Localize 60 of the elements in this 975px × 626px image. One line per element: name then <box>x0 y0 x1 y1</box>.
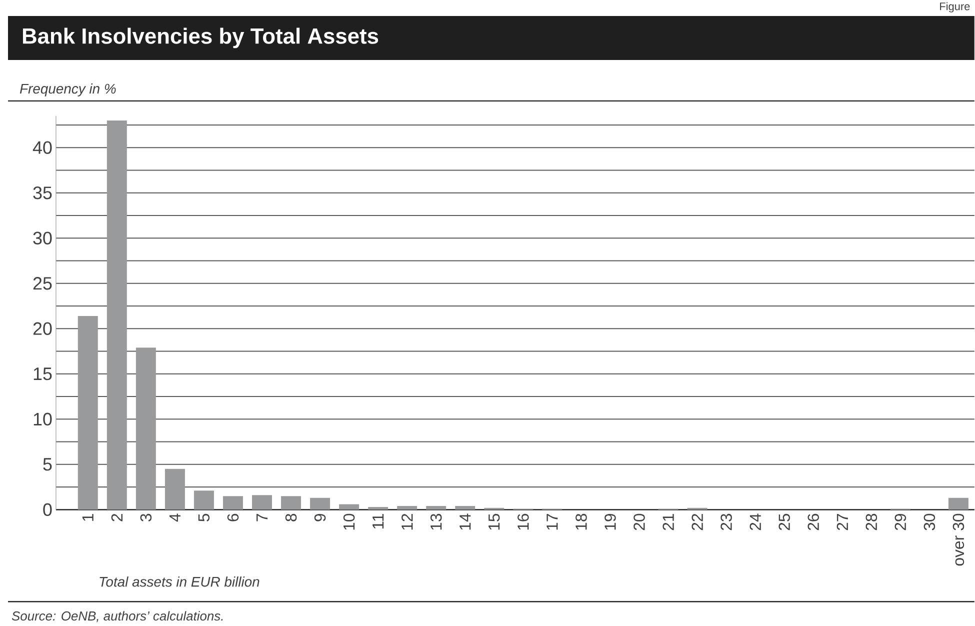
x-tick-label: over 30 <box>952 514 964 566</box>
x-tick-label: 17 <box>546 514 558 530</box>
x-tick-label: 4 <box>169 514 180 522</box>
x-tick-label: 23 <box>720 514 732 530</box>
bar <box>397 506 418 510</box>
x-axis-title: Total assets in EUR billion <box>100 576 260 587</box>
x-tick-label: 30 <box>924 514 936 530</box>
text: Figure <box>940 2 970 13</box>
x-tick-label: 27 <box>836 514 848 530</box>
x-tick-label: 14 <box>460 514 471 530</box>
x-tick-label: 10 <box>343 514 355 530</box>
x-tick-label: 21 <box>662 514 674 530</box>
x-tick-label: 26 <box>808 514 819 530</box>
chart-title: Bank Insolvencies by Total Assets <box>22 28 378 48</box>
x-tick-label: 25 <box>778 514 790 530</box>
bar <box>426 506 446 510</box>
y-tick-label: 40 <box>32 141 52 154</box>
bar <box>106 120 127 510</box>
x-tick-label: 15 <box>488 514 500 530</box>
x-tick-label: 11 <box>372 514 384 529</box>
x-tick-label: 1 <box>82 514 94 522</box>
bar <box>455 506 476 510</box>
x-tick-label: 13 <box>430 514 442 530</box>
x-tick-label: 29 <box>894 514 906 530</box>
x-tick-label: 20 <box>634 514 645 530</box>
x-tick-label: 6 <box>227 514 239 522</box>
y-axis-title: Frequency in % <box>20 84 116 97</box>
y-tick-label: 5 <box>43 458 52 471</box>
x-tick-label: 28 <box>866 514 878 530</box>
source-note: Source: OeNB, authors’ calculations. <box>12 611 223 622</box>
bar <box>194 490 214 510</box>
bar <box>252 495 272 510</box>
bar <box>948 498 968 510</box>
x-tick-label: 5 <box>198 514 210 522</box>
bar <box>339 504 360 510</box>
y-tick-label: 10 <box>34 412 52 426</box>
bar <box>281 496 302 510</box>
x-tick-label: 19 <box>604 514 616 530</box>
bar <box>78 316 98 510</box>
bar <box>310 498 330 510</box>
x-tick-label: 16 <box>518 514 529 530</box>
bar <box>136 348 156 510</box>
x-tick-label: 7 <box>256 514 268 522</box>
x-tick-label: 3 <box>140 514 152 522</box>
bar <box>368 507 388 510</box>
x-tick-label: 12 <box>402 514 413 530</box>
y-tick-label: 15 <box>34 368 52 380</box>
x-tick-label: 24 <box>750 514 761 530</box>
bar <box>222 496 243 510</box>
x-tick-label: 8 <box>285 514 297 522</box>
x-tick-label: 9 <box>314 514 326 522</box>
y-tick-label: 35 <box>33 186 52 200</box>
y-tick-label: 25 <box>33 277 52 290</box>
y-tick-label: 20 <box>33 322 52 336</box>
bar <box>164 469 185 510</box>
x-tick-label: 22 <box>692 514 703 530</box>
x-tick-label: 18 <box>576 514 587 530</box>
x-tick-label: 2 <box>111 514 122 522</box>
y-tick-label: 30 <box>33 232 52 245</box>
y-tick-label: 0 <box>43 504 52 516</box>
